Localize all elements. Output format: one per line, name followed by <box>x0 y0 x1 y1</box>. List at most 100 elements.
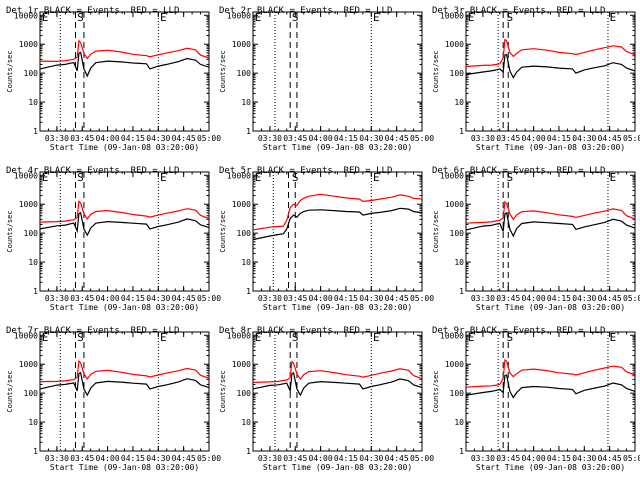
plot-frame <box>465 171 636 292</box>
y-tick-label: 100 <box>24 229 39 238</box>
y-tick-label: 10 <box>454 98 464 107</box>
y-tick-label: 100 <box>450 69 465 78</box>
events-series-line <box>465 374 636 399</box>
start-marker-label: E <box>42 171 49 184</box>
start-marker-label: E <box>255 171 262 184</box>
x-tick-label: 03:30 <box>471 454 495 463</box>
y-tick-label: 100 <box>24 389 39 398</box>
plot-frame <box>39 331 210 452</box>
y-tick-label: 10000 <box>14 171 38 180</box>
y-axis-label: Counts/sec <box>432 370 440 412</box>
y-tick-label: 1000 <box>19 200 38 209</box>
x-tick-label: 05:00 <box>197 454 221 463</box>
x-tick-label: 04:00 <box>96 294 120 303</box>
x-tick-label: 03:30 <box>471 294 495 303</box>
panel-title: Det 8r BLACK = Events, RED = LLD <box>219 326 392 336</box>
x-tick-label: 04:45 <box>385 454 409 463</box>
y-tick-label: 1000 <box>445 40 464 49</box>
x-tick-label: 04:30 <box>572 454 596 463</box>
end-marker-label: E <box>373 11 380 24</box>
detector-panel-8: Det 8r BLACK = Events, RED = LLD 1 10 100 10… <box>219 326 434 472</box>
y-tick-label: 1 <box>246 287 251 296</box>
y-tick-label: 10000 <box>227 11 251 20</box>
detector-panel-6: Det 6r BLACK = Events, RED = LLD 1 10 100 10… <box>432 166 640 312</box>
x-axis-label: Start Time (09-Jan-08 03:20:00) <box>50 143 199 152</box>
detector-panel-1: Det 1r BLACK = Events, RED = LLD 1 10 100 10… <box>6 6 221 152</box>
y-tick-label: 10 <box>241 98 251 107</box>
x-axis-label: Start Time (09-Jan-08 03:20:00) <box>476 303 625 312</box>
flare-marker-label: S <box>77 171 84 184</box>
start-marker-label: E <box>42 11 49 24</box>
detector-panel-5: Det 5r BLACK = Events, RED = LLD 1 10 100 10… <box>219 166 434 312</box>
end-marker-label: E <box>160 331 167 344</box>
y-tick-label: 10 <box>241 258 251 267</box>
plot-frame <box>252 171 423 292</box>
start-marker-label: E <box>255 331 262 344</box>
x-tick-label: 03:30 <box>45 294 69 303</box>
x-tick-label: 04:00 <box>96 454 120 463</box>
events-series-line <box>252 371 423 397</box>
x-tick-label: 04:15 <box>334 294 358 303</box>
x-tick-label: 04:15 <box>121 454 145 463</box>
y-tick-label: 10 <box>454 418 464 427</box>
y-tick-label: 10 <box>28 418 38 427</box>
start-marker-label: E <box>468 11 475 24</box>
y-tick-label: 10 <box>241 418 251 427</box>
y-axis-label: Counts/sec <box>432 50 440 92</box>
x-tick-label: 03:45 <box>70 294 94 303</box>
x-tick-label: 05:00 <box>197 134 221 143</box>
x-tick-label: 04:15 <box>334 134 358 143</box>
x-tick-label: 03:30 <box>258 294 282 303</box>
end-marker-label: E <box>373 331 380 344</box>
events-series-line <box>39 371 210 397</box>
x-tick-label: 04:45 <box>598 134 622 143</box>
y-tick-label: 10 <box>28 258 38 267</box>
x-axis-label: Start Time (09-Jan-08 03:20:00) <box>476 143 625 152</box>
x-tick-label: 04:15 <box>547 454 571 463</box>
lld-series-line <box>39 39 210 63</box>
end-marker-label: E <box>610 331 617 344</box>
panel-title: Det 9r BLACK = Events, RED = LLD <box>432 326 605 336</box>
x-tick-label: 03:30 <box>258 454 282 463</box>
y-tick-label: 1000 <box>19 40 38 49</box>
x-tick-label: 04:45 <box>598 294 622 303</box>
x-tick-label: 03:45 <box>283 454 307 463</box>
x-axis-label: Start Time (09-Jan-08 03:20:00) <box>263 303 412 312</box>
y-tick-label: 10000 <box>440 331 464 340</box>
x-tick-label: 04:30 <box>572 134 596 143</box>
x-tick-label: 04:15 <box>547 134 571 143</box>
y-axis-label: Counts/sec <box>6 370 14 412</box>
flare-marker-label: S <box>292 171 299 184</box>
x-tick-label: 03:45 <box>70 134 94 143</box>
lld-series-line <box>252 360 423 383</box>
end-marker-label: E <box>610 11 617 24</box>
x-tick-label: 03:45 <box>70 454 94 463</box>
flare-marker-label: S <box>507 11 514 24</box>
detector-panel-7: Det 7r BLACK = Events, RED = LLD 1 10 100 10… <box>6 326 221 472</box>
x-tick-label: 04:45 <box>385 294 409 303</box>
lld-series-line <box>465 38 636 68</box>
y-tick-label: 10 <box>28 98 38 107</box>
y-tick-label: 100 <box>450 389 465 398</box>
plot-frame <box>252 11 423 132</box>
end-marker-label: E <box>610 171 617 184</box>
x-tick-label: 04:30 <box>146 294 170 303</box>
y-tick-label: 100 <box>237 69 252 78</box>
y-tick-label: 1000 <box>19 360 38 369</box>
y-tick-label: 10000 <box>440 171 464 180</box>
events-series-line <box>39 211 210 237</box>
y-tick-label: 1000 <box>445 360 464 369</box>
plot-frame <box>39 11 210 132</box>
end-marker-label: E <box>160 11 167 24</box>
x-tick-label: 03:45 <box>283 134 307 143</box>
y-tick-label: 10000 <box>14 11 38 20</box>
detector-panel-4: Det 4r BLACK = Events, RED = LLD 1 10 100 10… <box>6 166 221 312</box>
y-tick-label: 100 <box>450 229 465 238</box>
events-series-line <box>252 207 423 241</box>
y-tick-label: 1 <box>459 127 464 136</box>
x-tick-label: 04:30 <box>146 134 170 143</box>
detector-panel-9: Det 9r BLACK = Events, RED = LLD 1 10 100 10… <box>432 326 640 472</box>
x-tick-label: 04:45 <box>172 454 196 463</box>
y-tick-label: 10000 <box>440 11 464 20</box>
